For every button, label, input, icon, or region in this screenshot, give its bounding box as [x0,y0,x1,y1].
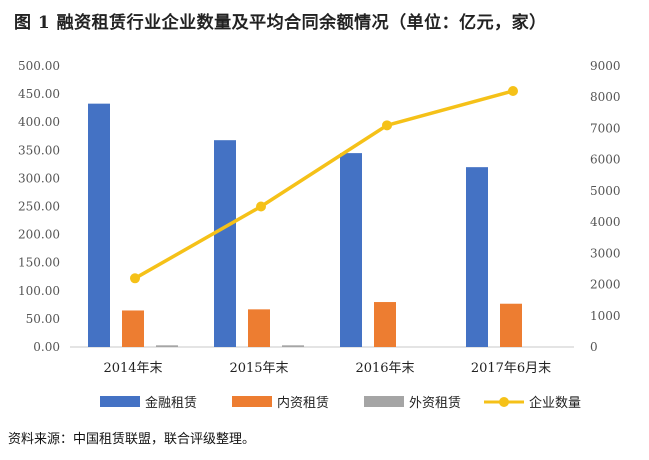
right-tick-label: 8000 [590,90,621,104]
line-point [130,273,140,284]
category-label: 2014年末 [103,361,162,376]
category-label: 2017年6月末 [471,361,551,376]
left-tick-label: 0.00 [33,340,60,354]
legend-label: 外资租赁 [409,396,461,411]
line-point [508,85,518,96]
right-tick-label: 3000 [590,246,621,260]
right-tick-label: 4000 [590,215,621,229]
source-note: 资料来源：中国租赁联盟，联合评级整理。 [8,432,256,447]
line-point [382,120,392,131]
legend-swatch [100,396,140,407]
right-tick-label: 5000 [590,184,621,198]
legend-swatch-marker [499,397,509,407]
left-tick-label: 50.00 [26,312,60,326]
left-tick-label: 500.00 [18,59,60,73]
left-tick-label: 400.00 [18,115,60,129]
bar-2 [248,309,270,347]
right-tick-label: 1000 [590,309,621,323]
bar-3 [156,345,178,347]
legend-swatch [364,396,404,407]
category-labels: 2014年末 2015年末 2016年末 2017年6月末 [103,361,551,376]
line-enterprise-count [134,89,514,280]
left-tick-label: 150.00 [18,256,60,270]
right-tick-label: 7000 [590,121,621,135]
bar-1 [340,153,362,347]
bar-3 [282,345,304,347]
right-tick-label: 0 [590,340,598,354]
line-series [130,85,518,284]
line-point [256,201,266,212]
left-tick-label: 450.00 [18,87,60,101]
left-tick-label: 350.00 [18,143,60,157]
left-tick-label: 300.00 [18,171,60,185]
bar-2 [122,310,144,347]
right-tick-label: 6000 [590,153,621,167]
bar-1 [214,140,236,347]
right-tick-label: 9000 [590,59,621,73]
legend-swatch [232,396,272,407]
left-tick-label: 200.00 [18,228,60,242]
right-axis: 0 1000 2000 3000 4000 5000 6000 7000 8000 9000 [590,59,621,354]
legend-label: 企业数量 [529,395,581,411]
bar-1 [88,103,110,348]
bar-1 [466,167,488,347]
right-tick-label: 2000 [590,278,621,292]
left-axis: 0.00 50.00 100.00 150.00 200.00 250.00 300.00 3… [18,59,60,354]
chart-title: 图 1 融资租赁行业企业数量及平均合同余额情况（单位：亿元，家） [14,13,547,33]
left-tick-label: 100.00 [18,284,60,298]
left-tick-label: 250.00 [18,200,60,214]
bars [88,103,522,348]
legend: 金融租赁 内资租赁 外资租赁 企业数量 [100,395,581,411]
bar-2 [374,302,396,347]
bar-2 [500,303,522,347]
legend-label: 内资租赁 [277,395,329,411]
category-label: 2015年末 [229,361,288,376]
legend-label: 金融租赁 [145,395,197,411]
category-label: 2016年末 [355,361,414,376]
